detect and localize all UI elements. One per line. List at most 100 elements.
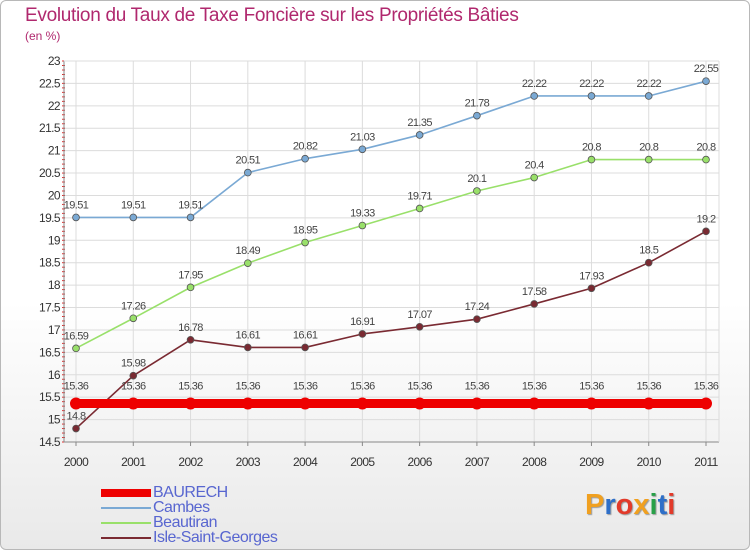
x-tick-label: 2003 bbox=[236, 455, 261, 469]
data-point bbox=[299, 397, 312, 410]
data-label: 21.03 bbox=[350, 131, 375, 143]
series-group bbox=[70, 77, 712, 433]
data-point bbox=[644, 258, 653, 267]
data-point bbox=[301, 238, 309, 247]
data-point bbox=[530, 92, 538, 100]
data-label: 18.49 bbox=[236, 245, 261, 257]
data-label: 16.61 bbox=[236, 329, 261, 341]
logo-letter: r bbox=[604, 489, 616, 521]
data-label: 20.8 bbox=[582, 142, 601, 154]
data-point bbox=[358, 330, 367, 338]
data-point bbox=[700, 397, 712, 410]
x-tick-label: 2011 bbox=[694, 455, 718, 469]
data-point bbox=[72, 213, 80, 222]
data-label: 16.78 bbox=[178, 322, 203, 334]
data-point bbox=[415, 131, 424, 139]
data-point bbox=[642, 397, 655, 410]
data-label: 20.8 bbox=[696, 142, 715, 154]
y-tick-label: 18.5 bbox=[39, 256, 61, 270]
data-point bbox=[413, 397, 426, 410]
logo-letter: P bbox=[585, 489, 605, 521]
data-label: 15.98 bbox=[121, 358, 146, 370]
x-tick-label: 2010 bbox=[637, 455, 662, 469]
data-point bbox=[186, 283, 195, 292]
x-tick-label: 2004 bbox=[293, 455, 318, 469]
data-label: 16.61 bbox=[293, 329, 318, 341]
data-label: 20.51 bbox=[236, 155, 261, 167]
logo-letter: t bbox=[657, 489, 668, 521]
data-point bbox=[127, 397, 140, 410]
data-point bbox=[585, 397, 598, 410]
data-point bbox=[587, 92, 596, 100]
y-tick-label: 20.5 bbox=[39, 166, 61, 180]
chart-title: Evolution du Taux de Taxe Foncière sur l… bbox=[25, 5, 519, 26]
data-point bbox=[702, 77, 710, 85]
data-point bbox=[301, 154, 309, 163]
data-point bbox=[70, 397, 82, 410]
data-label: 17.07 bbox=[407, 309, 432, 321]
data-point bbox=[644, 155, 653, 164]
data-label: 17.26 bbox=[121, 300, 146, 312]
data-point bbox=[530, 173, 538, 182]
data-point bbox=[356, 397, 369, 410]
y-tick-label: 22 bbox=[48, 99, 61, 113]
logo-letter: x bbox=[633, 489, 650, 521]
data-label: 16.59 bbox=[64, 330, 89, 342]
data-label: 20.4 bbox=[525, 160, 544, 172]
y-tick-label: 15.5 bbox=[39, 390, 61, 404]
series-line-isle-saint-georges bbox=[75, 230, 707, 430]
data-point bbox=[129, 314, 138, 323]
x-tick-label: 2008 bbox=[522, 455, 547, 469]
data-point bbox=[358, 221, 367, 230]
data-point bbox=[473, 315, 481, 323]
data-label: 22.22 bbox=[579, 78, 604, 90]
grid bbox=[64, 60, 719, 443]
y-tick-label: 14.5 bbox=[39, 435, 61, 449]
data-point bbox=[301, 343, 309, 352]
data-label: 17.24 bbox=[465, 301, 490, 313]
data-point bbox=[530, 300, 538, 308]
data-label: 15.36 bbox=[522, 380, 547, 392]
legend-swatch bbox=[101, 537, 151, 539]
data-point bbox=[358, 145, 367, 154]
legend-label: Isle-Saint-Georges bbox=[153, 529, 278, 546]
unit-label: (en %) bbox=[25, 29, 61, 43]
data-label: 22.55 bbox=[694, 63, 719, 75]
data-point bbox=[129, 371, 138, 380]
data-label: 15.36 bbox=[64, 380, 89, 392]
data-label: 15.36 bbox=[636, 380, 661, 392]
data-label: 15.36 bbox=[694, 380, 719, 392]
y-tick-label: 17 bbox=[48, 323, 61, 337]
data-point bbox=[702, 227, 710, 236]
data-point bbox=[186, 213, 195, 222]
y-tick-label: 19.5 bbox=[39, 211, 61, 225]
legend-label: BAURECH bbox=[153, 484, 228, 501]
x-tick-label: 2002 bbox=[178, 455, 203, 469]
data-label: 16.91 bbox=[350, 316, 375, 328]
data-label: 15.36 bbox=[236, 380, 261, 392]
data-point bbox=[72, 344, 80, 353]
data-label: 15.36 bbox=[121, 380, 146, 392]
y-tick-label: 21.5 bbox=[39, 121, 61, 135]
data-label: 15.36 bbox=[579, 380, 604, 392]
data-point bbox=[473, 187, 481, 195]
x-tick-label: 2007 bbox=[465, 455, 490, 469]
data-label: 19.51 bbox=[178, 199, 203, 211]
data-label: 21.35 bbox=[407, 117, 432, 129]
data-point bbox=[72, 424, 80, 433]
data-label: 17.58 bbox=[522, 286, 547, 298]
legend-swatch bbox=[101, 522, 151, 524]
y-tick-label: 19 bbox=[48, 233, 61, 247]
data-label: 18.5 bbox=[639, 245, 658, 257]
data-point bbox=[644, 92, 653, 100]
data-point bbox=[473, 111, 481, 120]
data-label: 19.51 bbox=[64, 199, 89, 211]
data-label: 22.22 bbox=[636, 78, 661, 90]
data-label: 18.95 bbox=[293, 225, 318, 237]
data-point bbox=[244, 343, 252, 352]
data-label: 21.78 bbox=[465, 98, 490, 110]
legend-swatch bbox=[101, 489, 151, 497]
data-point bbox=[587, 155, 596, 164]
